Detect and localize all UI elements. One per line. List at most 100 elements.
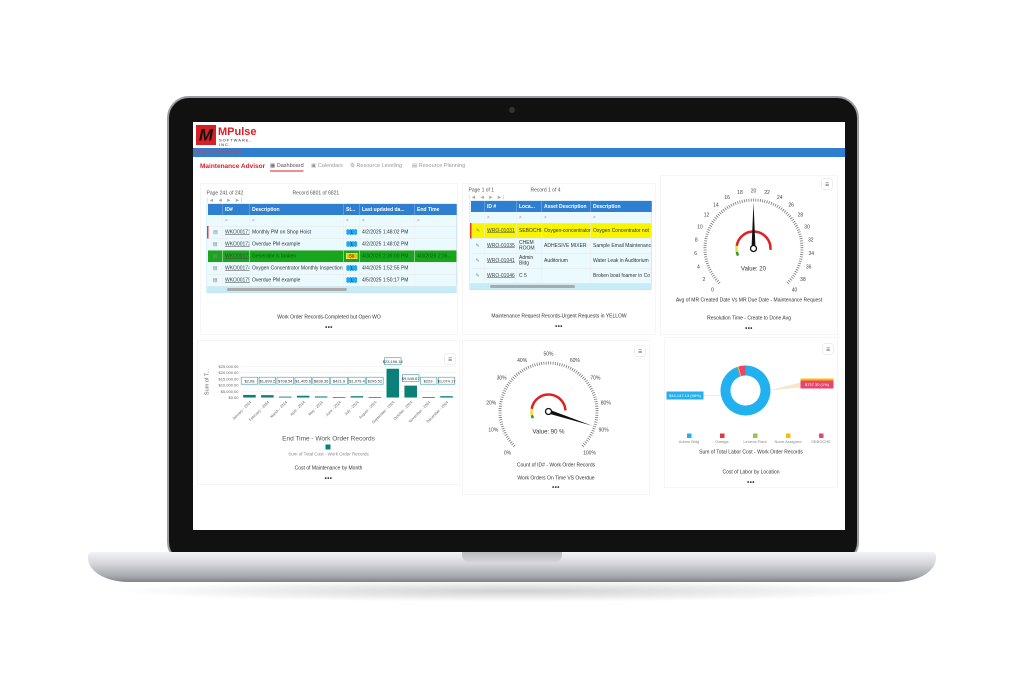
bar[interactable]: [350, 396, 364, 398]
search-icon[interactable]: ⌕: [249, 215, 344, 227]
column-header[interactable]: Description: [249, 204, 344, 215]
table-row[interactable]: ✎ WRQ-01046 C 5 Broken boat foamer in Co: [470, 268, 652, 284]
search-icon[interactable]: ⌕: [359, 215, 415, 227]
donut-slice[interactable]: [738, 365, 746, 377]
clipboard-icon[interactable]: ▤: [207, 250, 223, 263]
pager-arrows[interactable]: |◀ ◀ ▶ ▶|: [206, 197, 245, 203]
record-link[interactable]: WRQ-01035: [487, 242, 515, 249]
column-header[interactable]: [207, 204, 223, 215]
donut-slice[interactable]: [737, 366, 741, 377]
record-link[interactable]: WRQ-01031: [487, 227, 515, 234]
column-header[interactable]: Loca...: [516, 201, 542, 212]
id-cell[interactable]: WKO00172: [222, 238, 250, 251]
table-row[interactable]: ▤ WKO00172 Overdue PM example 1 4/2/2025 1:4…: [207, 238, 457, 251]
filter-cell[interactable]: [470, 212, 485, 224]
legend-label[interactable]: Sum of Total Cost - Work Order Records: [288, 451, 369, 457]
wrench-icon[interactable]: ✎: [470, 268, 485, 284]
hamburger-icon[interactable]: ≡: [444, 353, 456, 365]
wrench-icon[interactable]: ✎: [470, 223, 485, 239]
id-cell[interactable]: WRQ-01031: [484, 223, 517, 239]
tab-calendars[interactable]: ▣ Calendars: [311, 162, 343, 169]
tab-resource-leveling[interactable]: ⚙ Resource Leveling: [350, 162, 403, 169]
table-row[interactable]: ✎ WRQ-01031 SEBOCHE Oxygen-concentrator Oxyg…: [470, 223, 652, 239]
more-options-button[interactable]: •••: [745, 324, 753, 332]
donut-slice[interactable]: [736, 366, 741, 377]
horizontal-scrollbar[interactable]: [470, 283, 651, 290]
bar[interactable]: [422, 397, 435, 398]
record-link[interactable]: WKO00175: [225, 277, 250, 283]
column-header[interactable]: St...: [343, 204, 360, 215]
bar[interactable]: [368, 397, 382, 398]
hamburger-icon[interactable]: ≡: [634, 345, 646, 357]
legend-item[interactable]: Lenexa Plant: [739, 433, 772, 444]
search-icon[interactable]: ⌕: [414, 215, 457, 227]
record-link[interactable]: WKO00173: [225, 253, 250, 259]
legend-item[interactable]: Admin Bldg: [673, 433, 706, 444]
bar[interactable]: [404, 385, 417, 398]
id-cell[interactable]: WKO00171: [222, 226, 250, 239]
record-link[interactable]: WKO00172: [225, 241, 250, 247]
table-row[interactable]: ▤ WKO00174 Oxygen Concentrator Monthly Ins…: [207, 262, 457, 275]
search-icon[interactable]: ⌕: [222, 215, 250, 227]
table-row[interactable]: ✎ WRQ-01041 Admin Bldg Auditorium Water Leak…: [470, 253, 652, 269]
search-icon[interactable]: ⌕: [541, 212, 591, 224]
donut-slice[interactable]: [737, 366, 742, 377]
column-header[interactable]: ID #: [484, 201, 517, 212]
record-link[interactable]: WRQ-01041: [487, 257, 515, 264]
bar[interactable]: [440, 396, 453, 398]
column-header[interactable]: End Time: [414, 204, 457, 215]
id-cell[interactable]: WRQ-01035: [484, 238, 517, 254]
column-header[interactable]: ID#: [222, 204, 250, 215]
bar[interactable]: [332, 396, 346, 398]
wrench-icon[interactable]: ✎: [470, 238, 485, 254]
column-header[interactable]: Asset Description: [541, 201, 591, 212]
bar[interactable]: [386, 368, 400, 398]
wrench-icon[interactable]: ✎: [470, 253, 485, 269]
id-cell[interactable]: WKO00174: [222, 262, 250, 275]
bar[interactable]: [296, 395, 310, 398]
clipboard-icon[interactable]: ▤: [207, 226, 223, 239]
record-link[interactable]: WKO00174: [225, 265, 250, 271]
hamburger-icon[interactable]: ≡: [822, 343, 834, 355]
bar[interactable]: [261, 395, 274, 398]
more-options-button[interactable]: •••: [552, 483, 560, 491]
id-cell[interactable]: WRQ-01046: [484, 268, 517, 284]
table-row[interactable]: ▤ WKO00175 Overdue PM example 1 4/5/2025 1:5…: [207, 274, 457, 287]
clipboard-icon[interactable]: ▤: [207, 262, 223, 275]
tab-resource-planning[interactable]: ▤ Resource Planning: [412, 162, 466, 169]
bar[interactable]: [243, 394, 256, 398]
column-header[interactable]: Description: [590, 201, 652, 212]
legend-swatch[interactable]: [325, 444, 331, 450]
table-row[interactable]: ▤ WKO00173 Generator is broken 50 4/3/2025 2…: [207, 250, 457, 263]
legend-item[interactable]: None Assigned: [772, 433, 805, 444]
more-options-button[interactable]: •••: [324, 474, 333, 482]
more-options-button[interactable]: •••: [555, 322, 563, 330]
id-cell[interactable]: WRQ-01041: [484, 253, 517, 269]
donut-slice[interactable]: [720, 365, 771, 416]
id-cell[interactable]: WKO00173: [222, 250, 250, 263]
record-link[interactable]: WRQ-01046: [487, 272, 515, 279]
id-cell[interactable]: WKO00175: [222, 274, 250, 287]
filter-cell[interactable]: [207, 215, 223, 227]
more-options-button[interactable]: •••: [747, 478, 755, 486]
bar[interactable]: [314, 396, 328, 398]
bar[interactable]: [279, 396, 292, 398]
tab-dashboard[interactable]: ▦ Dashboard: [270, 162, 304, 172]
table-row[interactable]: ▤ WKO00171 Monthly PM on Shop Hoist 1 4/2/20…: [207, 226, 457, 239]
column-header[interactable]: Last updated da...: [359, 204, 415, 215]
record-link[interactable]: WKO00171: [225, 229, 250, 235]
more-options-button[interactable]: •••: [325, 323, 333, 331]
hamburger-icon[interactable]: ≡: [821, 178, 833, 190]
column-header[interactable]: [470, 201, 485, 212]
clipboard-icon[interactable]: ▤: [207, 238, 223, 251]
legend-item[interactable]: SEBOCHE: [805, 433, 838, 444]
table-row[interactable]: ✎ WRQ-01035 CHEM ROOM ADHESIVE MIXER Sample …: [470, 238, 652, 254]
pager-arrows[interactable]: |◀ ◀ ▶ ▶|: [468, 194, 507, 200]
horizontal-scrollbar[interactable]: [207, 286, 456, 293]
search-icon[interactable]: ⌕: [484, 212, 517, 224]
clipboard-icon[interactable]: ▤: [207, 274, 223, 287]
search-icon[interactable]: ⌕: [590, 212, 652, 224]
search-icon[interactable]: ⌕: [516, 212, 542, 224]
search-icon[interactable]: ⌕: [343, 215, 360, 227]
legend-item[interactable]: Garage: [706, 433, 739, 444]
